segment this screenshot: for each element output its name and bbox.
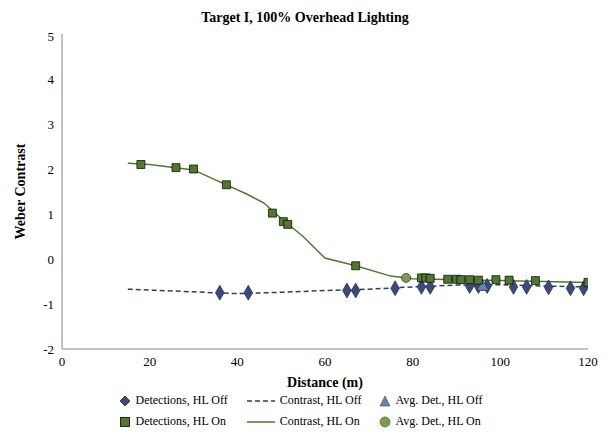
html-text:Target I, 100% Overhead Lighti: Target I, 100% Overhead Lighting: [201, 10, 409, 25]
svg-text:4: 4: [48, 72, 55, 87]
svg-text:-2: -2: [43, 342, 54, 357]
svg-text:100: 100: [491, 354, 511, 369]
svg-text:80: 80: [406, 354, 419, 369]
html-text:Avg. Det., HL On: Avg. Det., HL On: [395, 414, 481, 428]
svg-text:-1: -1: [43, 297, 54, 312]
svg-text:20: 20: [143, 354, 156, 369]
svg-text:5: 5: [48, 29, 55, 44]
svg-text:Weber Contrast: Weber Contrast: [13, 143, 28, 239]
svg-text:2: 2: [48, 162, 55, 177]
svg-text:0: 0: [59, 354, 66, 369]
html-text:Detections, HL On: Detections, HL On: [135, 414, 226, 428]
svg-text:120: 120: [578, 354, 598, 369]
svg-text:1: 1: [48, 207, 55, 222]
svg-text:3: 3: [48, 117, 55, 132]
html-text:Contrast, HL Off: Contrast, HL Off: [279, 393, 362, 407]
svg-text:60: 60: [319, 354, 332, 369]
html-text:Detections, HL Off: Detections, HL Off: [135, 393, 228, 407]
svg-text:Distance (m): Distance (m): [287, 375, 363, 391]
html-text:Avg. Det., HL Off: Avg. Det., HL Off: [395, 393, 483, 407]
html-text:Contrast, HL On: Contrast, HL On: [279, 414, 360, 428]
svg-text:40: 40: [231, 354, 244, 369]
svg-text:0: 0: [48, 252, 55, 267]
